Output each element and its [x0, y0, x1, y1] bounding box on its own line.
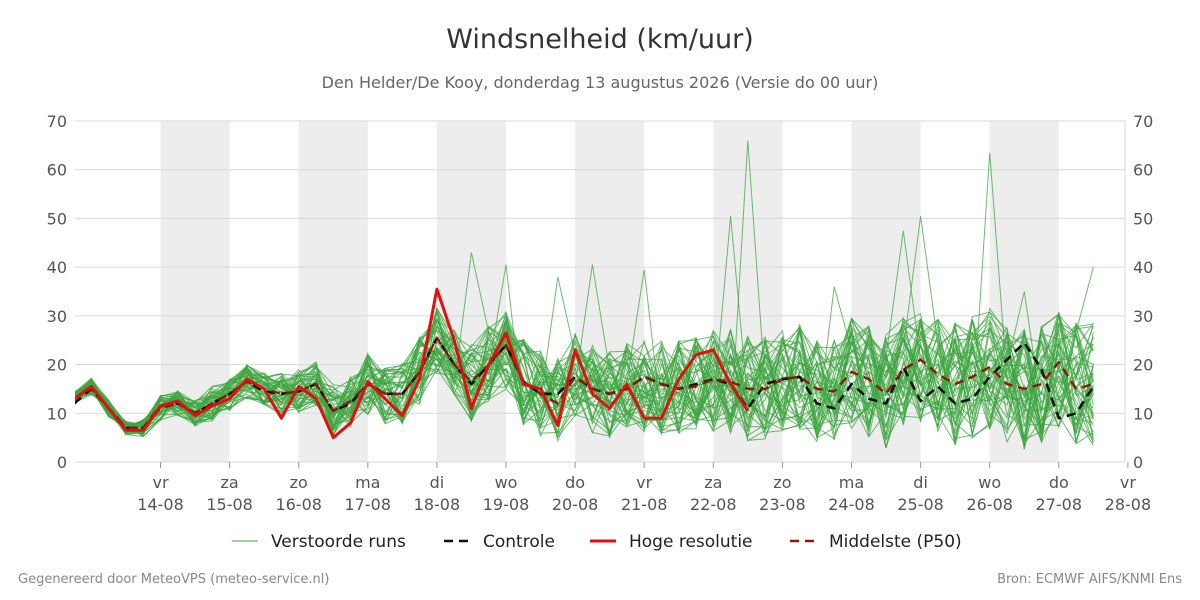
x-tick-day: do [1049, 473, 1069, 492]
x-tick-date: 24-08 [828, 495, 875, 514]
ensemble-member-line [75, 320, 1094, 442]
y-tick-label-left: 50 [47, 209, 67, 228]
ensemble-member-line [75, 315, 1094, 441]
x-tick-day: di [913, 473, 928, 492]
x-tick-day: wo [495, 473, 518, 492]
x-tick-day: di [430, 473, 445, 492]
x-tick-date: 21-08 [621, 495, 668, 514]
y-tick-label-right: 40 [1133, 258, 1153, 277]
y-tick-label-left: 40 [47, 258, 67, 277]
ensemble-member-line [75, 264, 1094, 439]
x-tick-day: vr [1120, 473, 1136, 492]
x-tick-date: 19-08 [483, 495, 530, 514]
x-tick-day: za [220, 473, 238, 492]
y-tick-label-left: 10 [47, 404, 67, 423]
x-tick-date: 25-08 [897, 495, 944, 514]
x-tick-date: 17-08 [345, 495, 392, 514]
x-tick-day: zo [290, 473, 308, 492]
y-tick-label-right: 30 [1133, 307, 1153, 326]
x-tick-day: ma [839, 473, 864, 492]
generator-credit: Gegenereerd door MeteoVPS (meteo-service… [18, 572, 330, 587]
chart-title: Windsnelheid (km/uur) [446, 24, 754, 55]
x-tick-day: ma [355, 473, 380, 492]
x-tick-date: 22-08 [690, 495, 737, 514]
legend-label-high_res: Hoge resolutie [629, 532, 753, 552]
y-tick-label-right: 20 [1133, 356, 1153, 375]
y-tick-label-right: 60 [1133, 161, 1153, 180]
y-tick-label-left: 70 [47, 112, 67, 131]
x-tick-day: wo [978, 473, 1001, 492]
x-tick-day: vr [636, 473, 652, 492]
x-tick-date: 14-08 [137, 495, 184, 514]
y-tick-label-left: 30 [47, 307, 67, 326]
x-tick-day: do [565, 473, 585, 492]
y-tick-label-left: 60 [47, 161, 67, 180]
x-tick-date: 23-08 [759, 495, 806, 514]
x-tick-date: 28-08 [1105, 495, 1152, 514]
x-tick-date: 18-08 [414, 495, 461, 514]
legend-label-median: Middelste (P50) [829, 532, 962, 552]
x-tick-date: 26-08 [966, 495, 1013, 514]
high_res-series-line [75, 287, 750, 440]
x-tick-day: vr [152, 473, 168, 492]
x-tick-date: 27-08 [1036, 495, 1083, 514]
ensemble-member-line [75, 152, 1094, 446]
ensemble-member-line [75, 311, 1094, 450]
plot-area [75, 140, 1095, 450]
y-tick-label-right: 0 [1133, 453, 1143, 472]
ensemble-member-line [75, 318, 1094, 432]
y-tick-label-left: 0 [57, 453, 67, 472]
y-tick-label-left: 20 [47, 356, 67, 375]
y-tick-label-right: 50 [1133, 209, 1153, 228]
x-tick-date: 15-08 [206, 495, 253, 514]
source-credit: Bron: ECMWF AIFS/KNMI Ens [997, 572, 1182, 587]
x-tick-day: za [704, 473, 722, 492]
x-tick-date: 20-08 [552, 495, 599, 514]
x-tick-day: zo [773, 473, 791, 492]
chart-subtitle: Den Helder/De Kooy, donderdag 13 augustu… [321, 73, 879, 92]
legend-label-control: Controle [483, 532, 555, 552]
y-tick-label-right: 10 [1133, 404, 1153, 423]
x-tick-date: 16-08 [275, 495, 322, 514]
y-tick-label-right: 70 [1133, 112, 1153, 131]
legend-label-ensemble: Verstoorde runs [271, 532, 406, 552]
